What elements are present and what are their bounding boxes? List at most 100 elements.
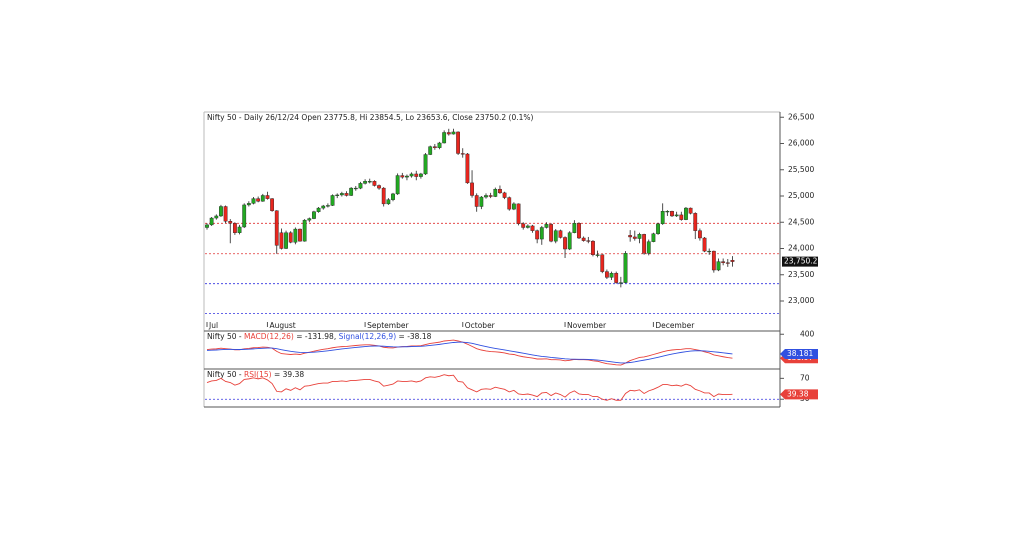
candle-body [339, 193, 344, 196]
candle-body [586, 240, 591, 242]
candle-body [284, 232, 288, 249]
candle-body [395, 175, 400, 195]
candle-body [651, 233, 656, 242]
legend-value: = -131.98, [296, 332, 336, 341]
candle-body [456, 131, 460, 154]
candle-body [595, 254, 600, 256]
candle-body [567, 232, 572, 250]
candle-body [572, 223, 577, 233]
last-price-box [782, 256, 818, 267]
y-tick-label: 25,000 [788, 191, 814, 200]
y-tick-label: 26,000 [788, 139, 814, 148]
candle-body [279, 232, 284, 249]
candle-body [702, 237, 707, 252]
y-tick-label: 400 [800, 329, 815, 338]
candle-body [260, 195, 265, 202]
legend-value: = 39.38 [274, 370, 304, 379]
candle-body [674, 214, 679, 217]
candle-body [377, 185, 381, 189]
candle-body [228, 220, 233, 224]
y-tick-label: 25,500 [788, 165, 814, 174]
last-value-box [780, 389, 818, 400]
candle-body [405, 175, 409, 178]
title-text: Nifty 50 - Daily 26/12/24 Open 23775.8, … [207, 113, 533, 122]
candle-body [637, 234, 642, 239]
y-tick-label: 23,500 [788, 270, 814, 279]
candle-body [419, 173, 423, 177]
candle-body [465, 153, 470, 184]
candle-body [256, 198, 261, 202]
candle-body [232, 223, 237, 233]
candle-body [609, 272, 614, 278]
candle-body [270, 198, 274, 211]
candle-body [312, 211, 316, 219]
candle-body [358, 183, 363, 189]
legend-entry: MACD(12,26) [244, 332, 294, 341]
candle-body [618, 282, 623, 284]
candle-body [293, 228, 298, 243]
candle-body [353, 187, 358, 190]
last-price-label: 23,750.2 [784, 257, 818, 266]
candle-body [349, 187, 354, 196]
candle-body [521, 223, 526, 228]
series-line [206, 374, 733, 401]
candle-body [400, 175, 405, 178]
candle-body [600, 254, 605, 272]
candle-body [223, 206, 228, 222]
candle-body [335, 194, 340, 196]
candle-body [502, 192, 507, 198]
candle-body [246, 203, 251, 206]
candle-body [693, 213, 698, 231]
candle-body [432, 146, 437, 148]
candle-body [628, 235, 633, 238]
candle-body [474, 195, 479, 207]
candle-body [372, 181, 377, 186]
candle-body [721, 261, 726, 263]
candle-body [646, 241, 651, 254]
candle-body [670, 211, 674, 217]
last-value-label: 39.38 [787, 389, 809, 398]
last-value-label: 38.181 [787, 349, 813, 358]
series-line [206, 341, 733, 364]
candle-body [577, 223, 581, 239]
candle-body [330, 195, 335, 206]
legend-prefix: Nifty 50 - [207, 332, 242, 341]
candle-body [558, 230, 563, 238]
candle-body [507, 197, 512, 210]
candle-body [437, 142, 442, 148]
x-tick-label: November [567, 321, 607, 330]
candle-body [684, 207, 688, 220]
candle-body [265, 195, 270, 199]
candle-body [553, 230, 558, 242]
candle-body [716, 261, 721, 271]
candle-body [660, 211, 665, 225]
candle-body [251, 198, 256, 204]
candle-body [423, 154, 428, 175]
chart-title: Nifty 50 - Daily 26/12/24 Open 23775.8, … [207, 113, 533, 122]
candle-body [209, 217, 214, 226]
y-tick-label: 24,000 [788, 244, 814, 253]
x-tick-label: December [655, 321, 695, 330]
candle-body [363, 181, 367, 184]
candle-body [214, 215, 219, 219]
y-tick-label: 24,500 [788, 217, 814, 226]
candle-body [539, 227, 544, 240]
candle-body [488, 195, 493, 197]
y-tick-label: 70 [800, 373, 810, 382]
candle-body [498, 188, 502, 194]
candle-body [446, 132, 451, 135]
candle-body [316, 207, 321, 212]
candle-body [470, 182, 474, 196]
candle-body [367, 181, 372, 183]
candle-body [656, 223, 660, 234]
candle-body [298, 228, 302, 242]
candle-body [288, 232, 293, 243]
candle-body [409, 173, 414, 177]
candle-body [725, 262, 730, 264]
candle-body [307, 218, 312, 221]
x-tick-label: September [367, 321, 409, 330]
candle-body [581, 237, 586, 241]
candle-body [549, 224, 554, 242]
